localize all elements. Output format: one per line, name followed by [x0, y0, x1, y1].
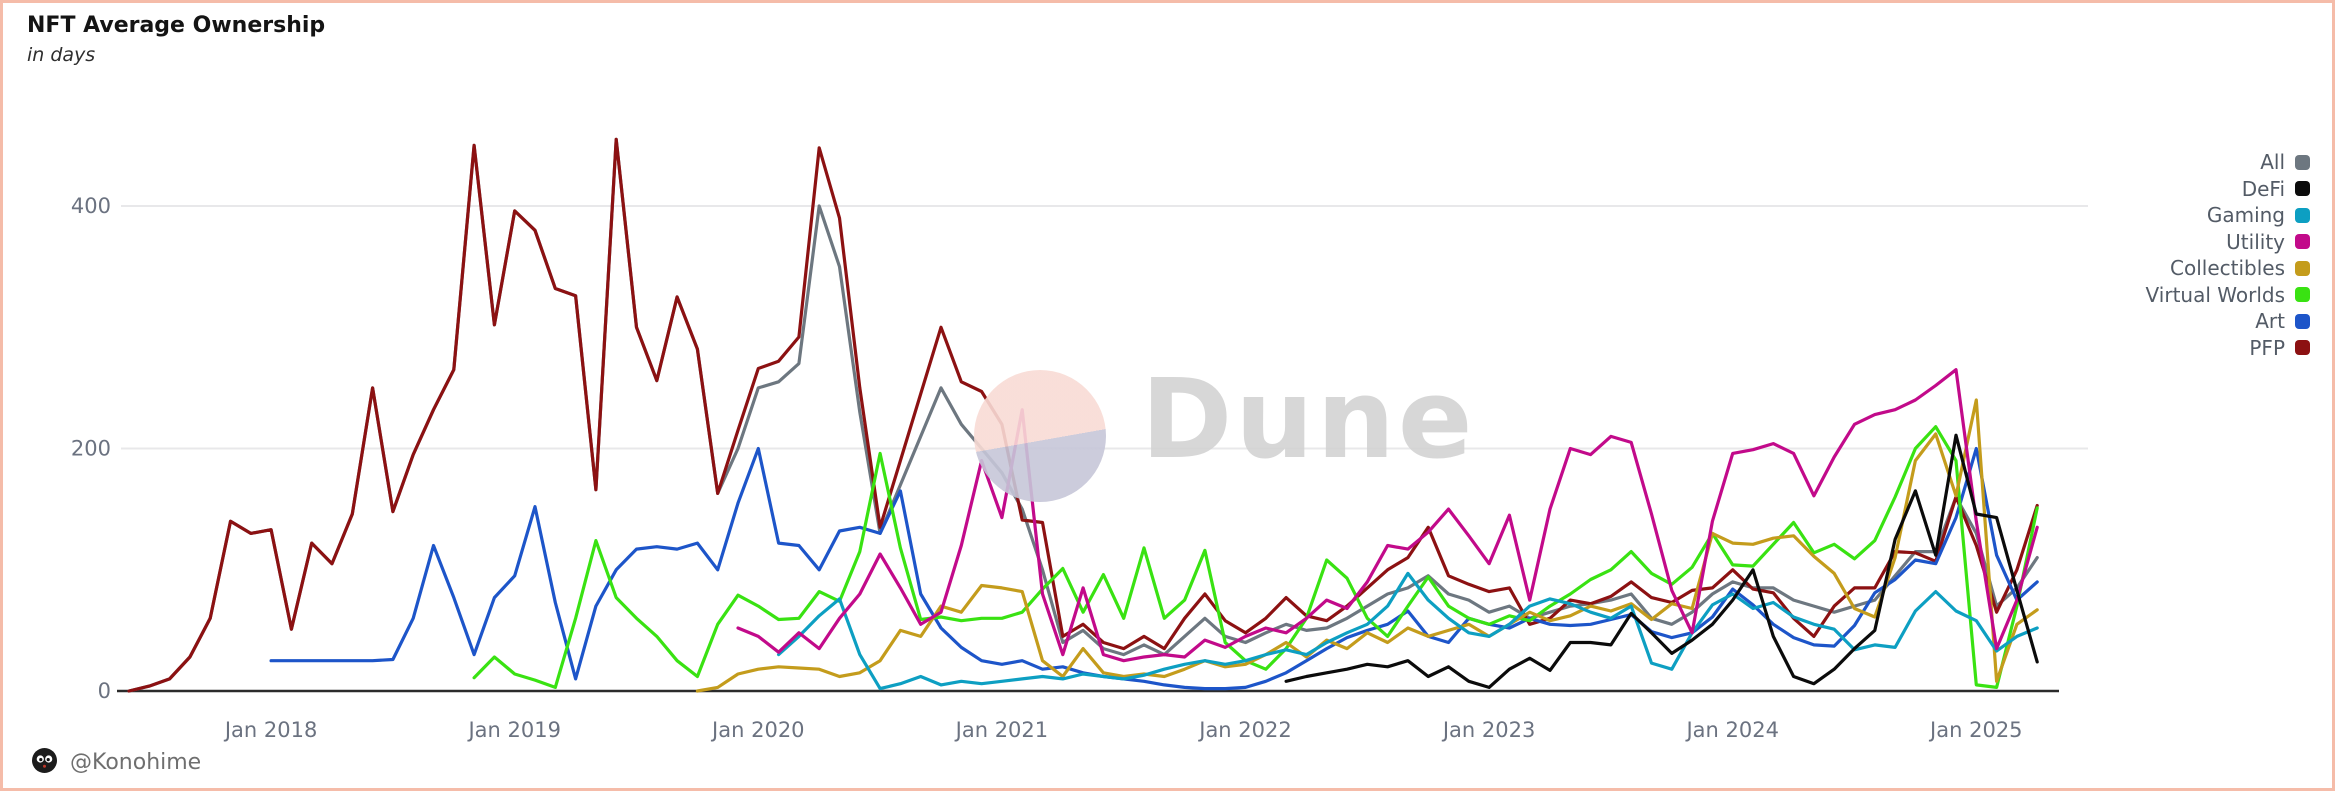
legend-item-utility[interactable]: Utility	[2226, 229, 2310, 256]
legend-item-virtual-worlds[interactable]: Virtual Worlds	[2146, 282, 2310, 309]
legend-item-all[interactable]: All	[2260, 149, 2310, 176]
legend-label: Utility	[2226, 229, 2285, 254]
legend-label: PFP	[2249, 335, 2285, 360]
series-line-virtual-worlds	[472, 425, 2039, 690]
legend-swatch-icon	[2295, 313, 2310, 329]
legend-swatch-icon	[2295, 207, 2310, 223]
legend-swatch-icon	[2295, 181, 2310, 197]
x-axis-tick: Jan 2025	[1928, 718, 2023, 742]
legend-item-pfp[interactable]: PFP	[2249, 335, 2310, 362]
legend-swatch-icon	[2295, 340, 2310, 356]
legend-swatch-icon	[2295, 287, 2310, 303]
legend-item-gaming[interactable]: Gaming	[2207, 202, 2310, 229]
x-axis-tick: Jan 2023	[1441, 718, 1536, 742]
legend-label: Gaming	[2206, 203, 2285, 228]
x-axis-tick: Jan 2020	[710, 718, 805, 742]
konohime-avatar-icon	[31, 747, 58, 778]
legend-label: DeFi	[2241, 176, 2285, 201]
legend-swatch-icon	[2295, 234, 2310, 250]
chart-plot-area: 0 200 400 Jan 2018 Jan 2019 Jan 2020 Jan 2021 J…	[71, 137, 2088, 742]
series-line-defi	[1284, 433, 2039, 690]
dune-watermark-text: Dune	[1141, 355, 1476, 483]
y-axis-tick-0: 0	[98, 679, 111, 703]
page-subtitle: in days	[27, 44, 96, 66]
legend-label: All	[2260, 150, 2285, 175]
x-axis-tick: Jan 2022	[1197, 718, 1292, 742]
x-axis-tick: Jan 2021	[954, 718, 1049, 742]
page-title: NFT Average Ownership	[27, 13, 326, 38]
y-axis-tick-200: 200	[71, 437, 111, 461]
series-line-art	[269, 446, 2039, 691]
legend-label: Art	[2255, 309, 2285, 334]
legend-item-art[interactable]: Art	[2255, 308, 2310, 335]
legend-swatch-icon	[2295, 154, 2310, 170]
author-badge[interactable]: @Konohime	[31, 747, 201, 778]
legend-label: Collectibles	[2170, 256, 2285, 281]
series-line-pfp	[127, 137, 2039, 693]
x-axis-tick: Jan 2018	[223, 718, 318, 742]
y-axis-tick-400: 400	[71, 194, 111, 218]
x-axis-tick: Jan 2019	[466, 718, 561, 742]
legend-swatch-icon	[2295, 260, 2310, 276]
series-line-collectibles	[695, 398, 2039, 693]
legend-item-collectibles[interactable]: Collectibles	[2170, 255, 2310, 282]
legend-label: Virtual Worlds	[2145, 282, 2285, 307]
x-axis-tick: Jan 2024	[1684, 718, 1779, 742]
author-handle: @Konohime	[70, 750, 202, 775]
series-line-utility	[736, 368, 2039, 663]
chart-legend: All DeFi Gaming Utility Collectibles Virtual …	[2146, 149, 2310, 361]
series-line-gaming	[776, 571, 2039, 691]
legend-item-defi[interactable]: DeFi	[2242, 176, 2310, 203]
dune-logo-icon	[974, 370, 1106, 502]
